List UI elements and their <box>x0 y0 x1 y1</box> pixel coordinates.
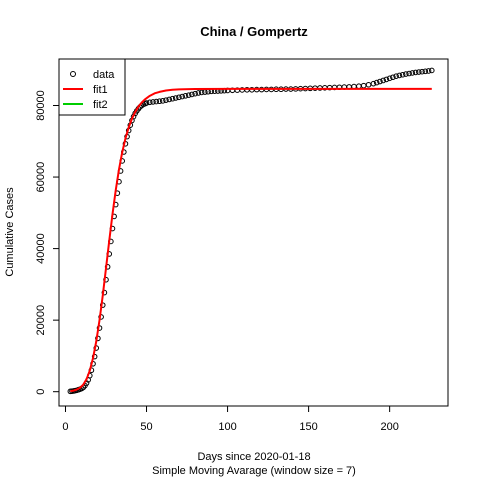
data-point <box>422 68 429 75</box>
data-point <box>425 68 432 74</box>
data-point <box>101 289 108 296</box>
legend-fit2-label: fit2 <box>93 99 108 111</box>
data-point <box>169 95 176 102</box>
data-point <box>409 70 416 76</box>
x-tick-label: 150 <box>299 421 317 433</box>
data-point <box>166 96 173 103</box>
data-point <box>393 73 399 79</box>
data-point <box>373 79 380 86</box>
data-point <box>176 94 182 101</box>
data-point <box>179 93 185 100</box>
series-fit1-line <box>70 87 432 393</box>
data-point <box>406 70 412 77</box>
data-point <box>182 93 189 99</box>
data-point <box>159 98 166 104</box>
x-tick-label: 0 <box>62 421 68 433</box>
data-point <box>419 68 425 75</box>
data-point <box>428 67 435 74</box>
data-point <box>192 90 198 97</box>
data-point <box>195 90 202 96</box>
data-point <box>356 83 362 89</box>
data-point <box>399 71 406 78</box>
data-point <box>143 100 150 106</box>
data-point <box>360 82 367 89</box>
data-point <box>163 97 169 103</box>
x-axis-label: Days since 2020-01-18 <box>197 451 310 463</box>
data-point <box>150 99 156 105</box>
data-point <box>386 75 393 82</box>
x-tick-label: 50 <box>140 421 152 433</box>
y-axis-label: Cumulative Cases <box>4 187 16 277</box>
x-tick-label: 100 <box>218 421 236 433</box>
data-point <box>377 78 383 85</box>
data-point <box>172 95 179 101</box>
data-point <box>189 91 195 98</box>
y-tick-label: 80000 <box>35 90 47 121</box>
data-point <box>185 92 192 98</box>
data-point <box>380 77 386 84</box>
y-tick-label: 40000 <box>35 233 47 264</box>
data-point <box>198 89 205 96</box>
y-tick-label: 0 <box>35 389 47 395</box>
series-layer <box>67 67 435 395</box>
data-point <box>146 99 153 106</box>
data-point <box>383 76 390 83</box>
data-point <box>412 69 419 76</box>
legend-data-symbol <box>70 71 76 77</box>
legend-data-label: data <box>93 69 115 81</box>
data-point <box>416 69 422 75</box>
data-point <box>370 80 377 87</box>
x-axis: 0 50 100 150 200 <box>62 405 399 433</box>
y-tick-label: 60000 <box>35 162 47 193</box>
data-point <box>153 98 160 105</box>
legend-box <box>58 58 126 116</box>
x-tick-label: 200 <box>380 421 398 433</box>
legend-fit1-label: fit1 <box>93 84 108 96</box>
y-axis: 0 20000 40000 60000 80000 <box>35 90 60 395</box>
chart-title: China / Gompertz <box>200 24 308 39</box>
legend: data fit1 fit2 <box>58 58 126 116</box>
series-data <box>67 67 435 395</box>
data-point <box>390 74 396 81</box>
data-point <box>396 72 403 79</box>
chart-subtitle: Simple Moving Avarage (window size = 7) <box>152 465 356 477</box>
y-tick-label: 20000 <box>35 305 47 336</box>
data-point <box>403 71 409 77</box>
data-point <box>156 98 163 105</box>
data-point <box>365 81 372 88</box>
